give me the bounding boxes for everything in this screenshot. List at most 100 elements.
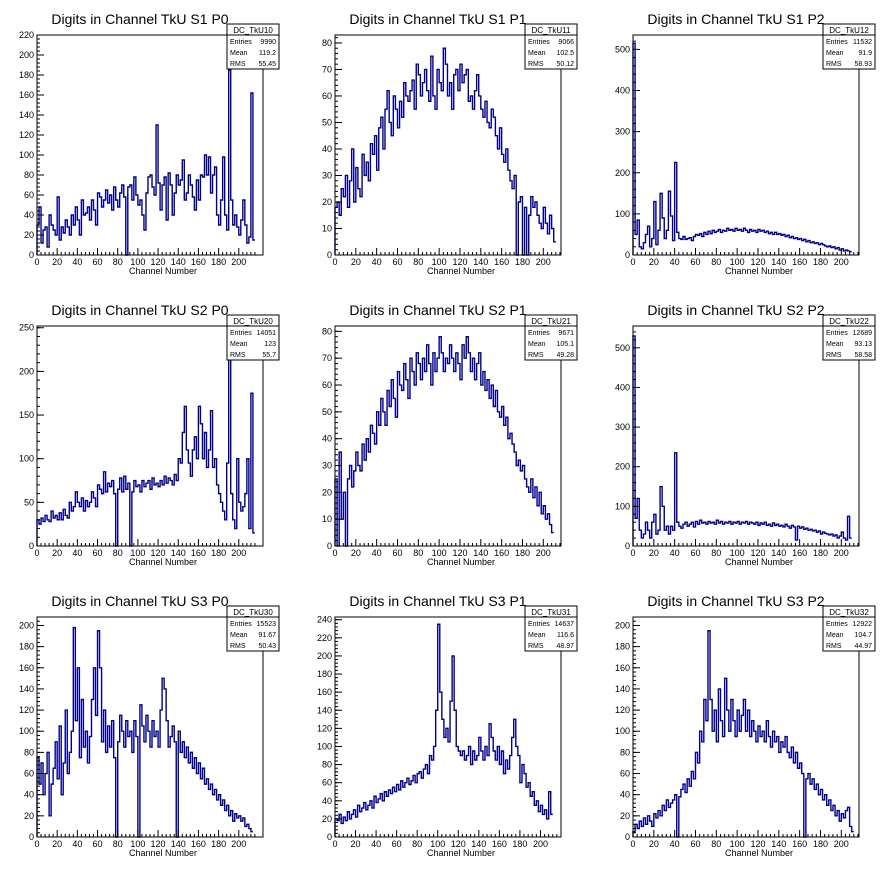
stats-key-mean: Mean <box>528 50 546 57</box>
x-tick-label: 60 <box>93 548 103 558</box>
histogram-line <box>36 626 253 838</box>
x-tick-label: 160 <box>191 257 206 267</box>
x-tick-label: 200 <box>231 257 246 267</box>
x-tick-label: 40 <box>372 548 382 558</box>
y-tick-label: 140 <box>317 705 332 715</box>
stats-name: DC_TkU32 <box>829 608 869 617</box>
stats-key-entries: Entries <box>230 39 252 46</box>
stats-value-mean: 123 <box>264 341 276 348</box>
stats-name: DC_TkU10 <box>233 26 273 35</box>
y-tick-label: 250 <box>19 323 34 333</box>
y-tick-label: 200 <box>615 462 630 472</box>
x-tick-label: 80 <box>413 257 423 267</box>
x-tick-label: 20 <box>52 548 62 558</box>
histogram-svg: Digits in Channel TkU S2 P2 0 20 40 60 80 100 1… <box>615 302 876 567</box>
y-tick-label: 100 <box>19 150 34 160</box>
x-tick-label: 40 <box>372 257 382 267</box>
x-tick-label: 120 <box>151 839 166 849</box>
x-tick-label: 160 <box>494 257 509 267</box>
y-tick-label: 240 <box>317 615 332 625</box>
stats-value-mean: 116.6 <box>557 632 574 639</box>
x-tick-label: 0 <box>630 839 635 849</box>
y-tick-label: 40 <box>24 790 34 800</box>
x-tick-label: 0 <box>332 548 337 558</box>
x-tick-label: 120 <box>750 839 765 849</box>
x-tick-label: 140 <box>473 548 488 558</box>
x-axis-label: Channel Number <box>427 266 495 276</box>
x-tick-label: 60 <box>690 257 700 267</box>
x-tick-label: 140 <box>171 548 186 558</box>
y-tick-label: 160 <box>19 663 34 673</box>
x-tick-label: 60 <box>93 839 103 849</box>
x-tick-label: 20 <box>351 548 361 558</box>
stats-value-entries: 14051 <box>257 330 277 337</box>
x-tick-label: 20 <box>52 839 62 849</box>
stats-box <box>226 314 280 361</box>
y-tick-label: 300 <box>615 127 630 137</box>
x-tick-label: 160 <box>792 839 807 849</box>
y-tick-label: 60 <box>322 778 332 788</box>
stats-key-mean: Mean <box>230 632 248 639</box>
stats-key-rms: RMS <box>528 643 544 650</box>
x-tick-label: 100 <box>730 548 745 558</box>
y-tick-label: 80 <box>322 760 332 770</box>
histogram-svg: Digits in Channel TkU S2 P10 20 40 60 80 100 1… <box>322 302 578 567</box>
stats-value-mean: 91.9 <box>858 50 872 57</box>
x-tick-label: 60 <box>690 548 700 558</box>
y-tick-label: 120 <box>615 705 630 715</box>
histogram-panel: Digits in Channel TkU S1 P1 0 20 40 60 80 100 1… <box>298 0 596 291</box>
y-tick-label: 20 <box>620 811 630 821</box>
y-tick-label: 100 <box>317 741 332 751</box>
x-tick-label: 20 <box>52 257 62 267</box>
plot-frame <box>334 34 562 256</box>
y-tick-label: 100 <box>615 501 630 511</box>
histogram-panel: Digits in Channel TkU S3 P2 0 20 40 60 80 100 1… <box>596 582 894 873</box>
y-tick-label: 50 <box>322 407 332 417</box>
histogram-panel: Digits in Channel TkU S2 P2 0 20 40 60 80 100 1… <box>596 291 894 582</box>
y-tick-label: 500 <box>615 343 630 353</box>
y-tick-label: 0 <box>625 832 630 842</box>
stats-value-rms: 58.93 <box>854 61 872 68</box>
stats-key-rms: RMS <box>230 61 246 68</box>
stats-key-entries: Entries <box>528 621 550 628</box>
x-tick-label: 200 <box>834 548 849 558</box>
stats-name: DC_TkU12 <box>829 26 869 35</box>
stats-key-mean: Mean <box>826 341 844 348</box>
stats-box <box>524 605 578 652</box>
x-tick-label: 120 <box>151 257 166 267</box>
stats-value-rms: 55.7 <box>262 352 276 359</box>
histogram-line <box>632 630 854 838</box>
stats-key-mean: Mean <box>528 341 546 348</box>
x-tick-label: 100 <box>130 257 145 267</box>
plot-frame <box>334 616 562 838</box>
stats-box <box>822 605 876 652</box>
x-tick-label: 40 <box>72 548 82 558</box>
y-tick-label: 80 <box>24 170 34 180</box>
stats-value-mean: 93.13 <box>854 341 872 348</box>
x-tick-label: 0 <box>34 257 39 267</box>
chart-title: Digits in Channel TkU S1 P2 <box>647 11 824 27</box>
y-tick-label: 0 <box>327 541 332 551</box>
y-tick-label: 20 <box>24 230 34 240</box>
stats-value-entries: 12689 <box>853 330 873 337</box>
stats-box <box>524 23 578 70</box>
histogram-svg: Digits in Channel TkU S1 P10 20 40 60 80 100 1… <box>322 11 578 276</box>
x-tick-label: 80 <box>113 839 123 849</box>
y-tick-label: 160 <box>615 663 630 673</box>
chart-title: Digits in Channel TkU S2 P0 <box>51 302 228 318</box>
x-tick-label: 180 <box>515 548 530 558</box>
x-tick-label: 0 <box>630 548 635 558</box>
stats-value-entries: 15523 <box>257 621 277 628</box>
stats-key-rms: RMS <box>826 61 842 68</box>
x-tick-label: 200 <box>834 839 849 849</box>
histogram-panel: Digits in Channel TkU S2 P1 0 20 40 60 80 100 1… <box>298 291 596 582</box>
y-tick-label: 220 <box>317 633 332 643</box>
y-tick-label: 70 <box>322 64 332 74</box>
stats-name: DC_TkU11 <box>532 26 572 35</box>
x-tick-label: 0 <box>630 257 635 267</box>
x-axis-label: Channel Number <box>725 266 793 276</box>
histogram-panel: Digits in Channel TkU S3 P0 0 20 40 60 80 100 1… <box>0 582 298 873</box>
y-tick-label: 160 <box>19 90 34 100</box>
stats-value-entries: 12922 <box>853 621 873 628</box>
x-tick-label: 160 <box>792 257 807 267</box>
